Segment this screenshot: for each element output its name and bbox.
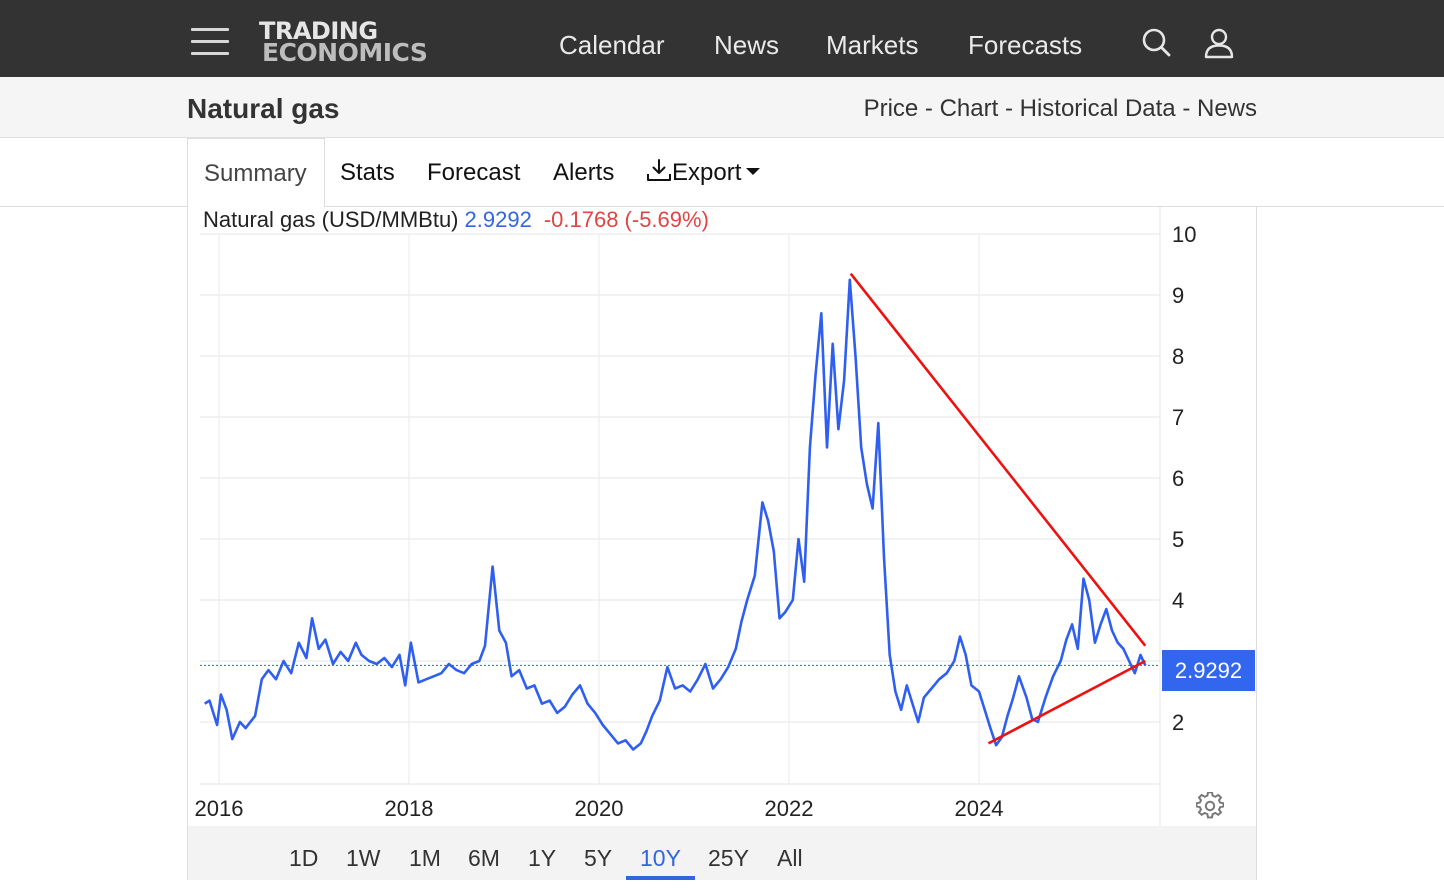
range-1w[interactable]: 1W	[346, 845, 381, 871]
nav-forecasts[interactable]: Forecasts	[968, 30, 1083, 60]
range-6m[interactable]: 6M	[468, 845, 500, 871]
nav-markets[interactable]: Markets	[826, 30, 919, 60]
chart-legend: Natural gas (USD/MMBtu) 2.9292 -0.1768 (-5…	[203, 207, 717, 233]
range-1y[interactable]: 1Y	[528, 845, 557, 871]
legend-change: -0.1768 (-5.69%)	[543, 207, 709, 232]
active-range-indicator	[626, 876, 695, 880]
export-label: Export	[672, 159, 742, 186]
range-selector: 1D 1W 1M 6M 1Y 5Y 10Y 25Y All	[188, 826, 1256, 880]
link-chart[interactable]: Chart	[939, 95, 999, 122]
section-links: Price - Chart - Historical Data - News	[864, 95, 1257, 123]
nav-calendar[interactable]: Calendar	[559, 30, 665, 60]
top-navigation-bar: TRADING ECONOMICS Calendar News Markets …	[0, 0, 1444, 77]
range-1m[interactable]: 1M	[409, 845, 441, 871]
tab-stats[interactable]: Stats	[340, 159, 395, 186]
range-5y[interactable]: 5Y	[584, 845, 613, 871]
tab-summary[interactable]: Summary	[187, 138, 325, 208]
user-icon[interactable]	[1203, 27, 1235, 59]
page-title: Natural gas	[187, 93, 340, 124]
download-icon	[647, 159, 671, 181]
tab-forecast[interactable]: Forecast	[427, 159, 521, 186]
search-icon[interactable]	[1141, 27, 1173, 59]
tab-alerts[interactable]: Alerts	[553, 159, 615, 186]
nav-news[interactable]: News	[714, 30, 780, 60]
instrument-header: Natural gas Price - Chart - Historical D…	[0, 77, 1444, 138]
range-10y[interactable]: 10Y	[640, 845, 681, 871]
link-news[interactable]: News	[1196, 95, 1257, 122]
range-25y[interactable]: 25Y	[708, 845, 749, 871]
tab-bar: Summary Stats Forecast Alerts Export	[0, 138, 1444, 208]
gear-icon[interactable]	[1195, 791, 1225, 820]
last-price-label: 2.9292	[1162, 650, 1255, 691]
link-historical-data[interactable]: Historical Data	[1019, 95, 1176, 122]
link-separator: -	[1175, 95, 1197, 122]
menu-icon[interactable]	[191, 28, 229, 56]
range-1d[interactable]: 1D	[289, 845, 319, 871]
caret-down-icon	[746, 168, 761, 175]
legend-series-name: Natural gas (USD/MMBtu)	[203, 207, 459, 232]
link-separator: -	[918, 95, 940, 122]
trading-economics-logo[interactable]: TRADING ECONOMICS	[259, 17, 428, 67]
export-dropdown[interactable]: Export	[646, 138, 761, 207]
link-separator: -	[998, 95, 1020, 122]
link-price[interactable]: Price	[863, 95, 919, 122]
chart-container	[187, 207, 1257, 880]
range-all[interactable]: All	[777, 845, 803, 871]
legend-price: 2.9292	[464, 207, 532, 232]
